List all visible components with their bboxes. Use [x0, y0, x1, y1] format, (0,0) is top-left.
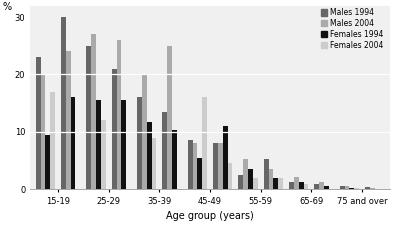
Y-axis label: %: % [2, 2, 11, 12]
Bar [345, 186, 349, 189]
Bar [324, 186, 329, 189]
Bar [36, 57, 40, 189]
Bar [142, 74, 146, 189]
Bar [370, 188, 375, 189]
Bar [299, 182, 304, 189]
Bar [117, 40, 121, 189]
Bar [96, 100, 101, 189]
Bar [243, 159, 248, 189]
Bar [197, 158, 202, 189]
Bar [121, 100, 126, 189]
Bar [71, 97, 75, 189]
Bar [227, 163, 232, 189]
Bar [253, 178, 258, 189]
Bar [213, 143, 218, 189]
Bar [319, 182, 324, 189]
Bar [218, 143, 223, 189]
Bar [289, 182, 294, 189]
Bar [137, 97, 142, 189]
Bar [152, 138, 156, 189]
Bar [340, 186, 345, 189]
Bar [269, 169, 274, 189]
Bar [146, 121, 152, 189]
Bar [239, 175, 243, 189]
Bar [101, 120, 106, 189]
Bar [365, 187, 370, 189]
Bar [274, 178, 278, 189]
Bar [354, 188, 359, 189]
Bar [172, 130, 177, 189]
X-axis label: Age group (years): Age group (years) [166, 211, 254, 222]
Bar [112, 69, 117, 189]
Bar [278, 178, 283, 189]
Bar [248, 169, 253, 189]
Bar [223, 126, 227, 189]
Bar [193, 143, 197, 189]
Bar [45, 135, 50, 189]
Bar [87, 46, 91, 189]
Bar [349, 188, 354, 189]
Bar [264, 159, 269, 189]
Bar [304, 183, 308, 189]
Bar [40, 74, 45, 189]
Bar [61, 17, 66, 189]
Bar [202, 97, 207, 189]
Bar [162, 112, 167, 189]
Bar [66, 52, 71, 189]
Bar [314, 183, 319, 189]
Bar [50, 92, 55, 189]
Legend: Males 1994, Males 2004, Females 1994, Females 2004: Males 1994, Males 2004, Females 1994, Fe… [318, 6, 386, 52]
Bar [91, 34, 96, 189]
Bar [188, 141, 193, 189]
Bar [294, 177, 299, 189]
Bar [167, 46, 172, 189]
